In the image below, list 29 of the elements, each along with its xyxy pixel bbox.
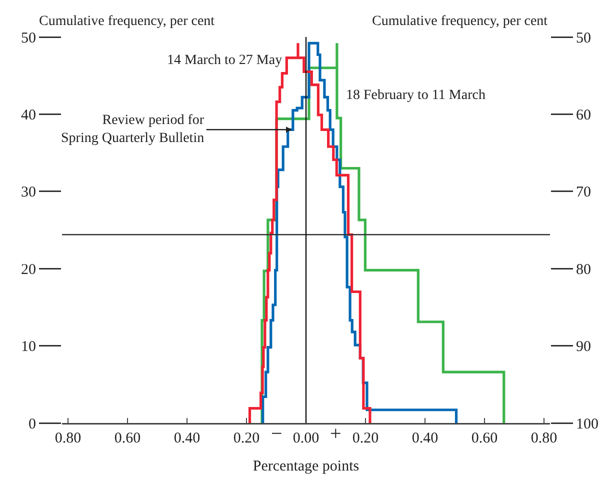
y2-axis-title: Cumulative frequency, per cent	[372, 14, 548, 29]
x-tick-label: 0.80	[530, 430, 558, 446]
annotation: Review period for Spring Quarterly Bulletin	[61, 113, 204, 146]
x-tick-label: 0.60	[471, 430, 498, 446]
x-tick-label: 0.80	[54, 430, 82, 446]
x-tick-label: 0.20	[352, 430, 379, 446]
y-tick-label: 30	[21, 184, 36, 201]
y-tick-label: 0	[28, 416, 36, 432]
x-axis-title: Percentage points	[252, 458, 360, 474]
series-label: 14 March to 27 May	[167, 53, 282, 68]
y2-tick-label: 70	[576, 184, 591, 201]
x-tick-label: 0.00	[292, 430, 320, 446]
y2-tick-label: 100	[576, 416, 598, 432]
y-tick-label: 20	[21, 262, 36, 278]
annotation: −	[271, 423, 282, 445]
y2-tick-label: 90	[576, 339, 591, 356]
series-label: 18 February to 11 March	[346, 88, 486, 103]
x-tick-label: 0.60	[114, 430, 141, 446]
y2-tick-label: 80	[576, 262, 591, 278]
y-tick-label: 50	[21, 30, 36, 46]
x-tick-label: 0.20	[233, 430, 260, 446]
y-axis-title: Cumulative frequency, per cent	[39, 14, 215, 29]
y2-tick-label: 60	[576, 107, 591, 124]
annotation: +	[330, 423, 342, 445]
x-tick-label: 0.40	[174, 430, 200, 446]
y-tick-label: 10	[21, 339, 36, 356]
y-tick-label: 40	[21, 107, 36, 124]
x-tick-label: 0.40	[412, 430, 438, 446]
y2-tick-label: 50	[576, 30, 591, 46]
